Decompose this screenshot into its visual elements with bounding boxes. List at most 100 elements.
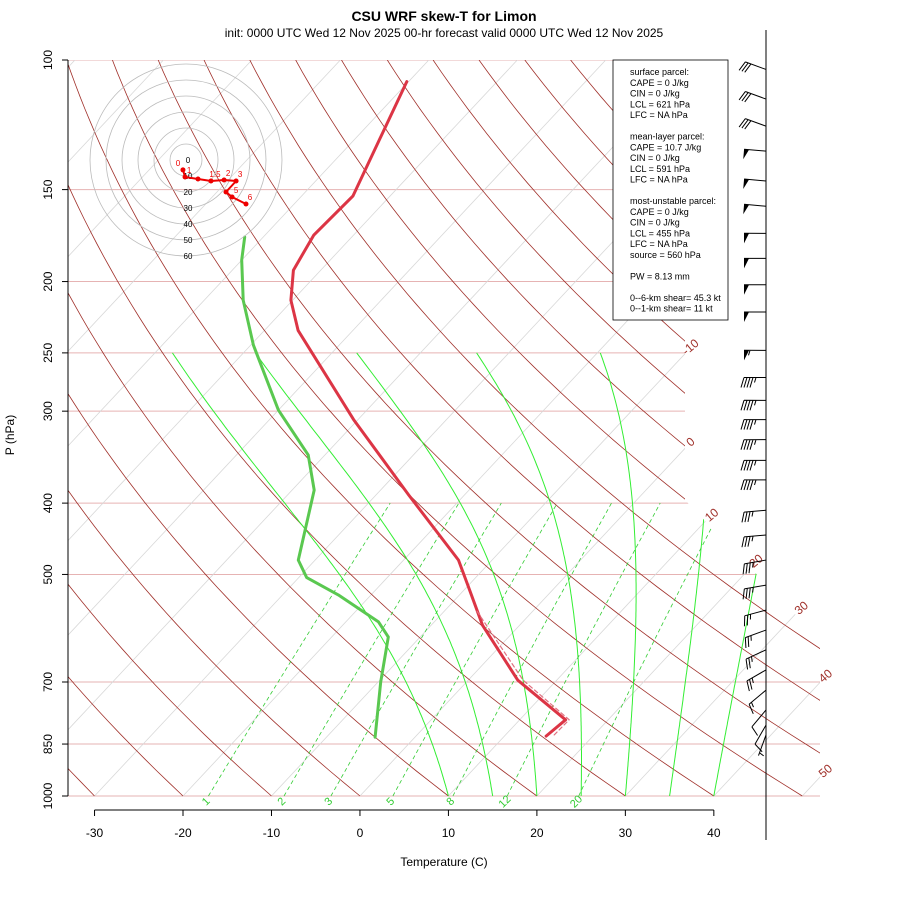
barb-lines <box>740 399 767 411</box>
barb-lines <box>741 534 767 548</box>
hodograph-label: 1.5 <box>209 170 221 179</box>
info-line: CIN = 0 J/kg <box>630 89 680 99</box>
barb-lines <box>740 376 767 388</box>
isotherm <box>182 60 820 797</box>
hodograph-point <box>229 194 235 200</box>
hodograph-ring <box>89 63 283 257</box>
isotherm-label: 0 <box>683 434 697 449</box>
x-tick-label: 40 <box>707 826 721 840</box>
wind-barb <box>741 509 767 523</box>
isotherm-label: 40 <box>816 666 835 686</box>
barb-lines <box>741 509 767 523</box>
hodograph-ring-label: 20 <box>184 188 193 197</box>
y-tick-label: 500 <box>41 564 55 584</box>
barb-lines <box>745 649 767 670</box>
hodograph-point <box>195 176 201 182</box>
wind-barb <box>748 689 767 715</box>
barb-pennant <box>744 350 749 361</box>
temperature-line <box>289 80 568 738</box>
hodograph-ring <box>137 111 235 209</box>
x-tick-label: 30 <box>619 826 633 840</box>
background-lines <box>68 60 820 797</box>
hodograph-label: 2 <box>226 169 231 178</box>
barb-lines <box>743 609 767 627</box>
info-line: LCL = 591 hPa <box>630 164 690 174</box>
wind-barb <box>740 399 767 411</box>
mixing-ratio-label: 2 <box>275 795 288 808</box>
mixing-ratio-line <box>452 502 612 797</box>
info-line: LFC = NA hPa <box>630 239 688 249</box>
dry-adiabat <box>707 60 820 797</box>
barb-lines <box>740 459 767 471</box>
mixing-ratio-line <box>330 502 502 797</box>
wind-barb <box>743 232 767 244</box>
wind-barb <box>740 419 767 430</box>
info-line: source = 560 hPa <box>630 250 701 260</box>
info-box <box>612 59 729 321</box>
barb-lines <box>738 118 767 130</box>
dry-adiabat <box>203 60 820 797</box>
y-axis-label: P (hPa) <box>3 415 17 455</box>
dry-adiabat <box>799 60 820 797</box>
barb-lines <box>740 479 767 491</box>
hodograph-ring <box>105 79 267 241</box>
barb-lines <box>740 419 767 430</box>
info-line: LFC = NA hPa <box>630 110 688 120</box>
y-tick-label: 100 <box>41 50 55 70</box>
y-tick-label: 1000 <box>41 782 55 809</box>
wind-barb <box>743 349 767 361</box>
isotherm <box>271 60 820 797</box>
x-tick-label: -30 <box>86 826 104 840</box>
dry-adiabat <box>249 60 820 797</box>
chart-title: CSU WRF skew-T for Limon <box>351 8 536 24</box>
isotherm <box>625 60 820 797</box>
isotherm-label: 50 <box>816 761 835 781</box>
info-line: CIN = 0 J/kg <box>630 153 680 163</box>
wind-barb <box>743 311 767 323</box>
info-line: most-unstable parcel: <box>630 196 716 206</box>
wind-barb <box>754 724 767 753</box>
x-axis-label: Temperature (C) <box>400 855 487 869</box>
parcel-line <box>475 609 570 736</box>
y-tick-label: 250 <box>41 343 55 363</box>
isotherm <box>68 60 695 797</box>
info-line: CAPE = 0 J/kg <box>630 78 689 88</box>
hodograph-ring-label: 0 <box>186 156 191 165</box>
dry-adiabat <box>295 60 820 797</box>
dry-adiabat <box>68 60 449 797</box>
info-line: mean-layer parcel: <box>630 132 705 142</box>
barb-lines <box>738 61 767 73</box>
mixing-ratio-label: 3 <box>322 795 335 808</box>
wind-barb <box>745 649 767 670</box>
x-tick-label: 0 <box>357 826 364 840</box>
dry-adiabat <box>112 60 803 797</box>
dry-adiabat <box>68 60 715 797</box>
moist-adiabat <box>356 352 538 797</box>
dry-adiabat <box>341 60 820 797</box>
y-tick-label: 200 <box>41 271 55 291</box>
hodograph-point <box>223 189 229 195</box>
info-line: LFC = NA hPa <box>630 175 688 185</box>
mixing-ratio-label: 1 <box>200 795 213 808</box>
hodograph-point <box>233 178 239 184</box>
dewpoint-line <box>240 235 390 739</box>
wind-barb <box>744 629 767 649</box>
info-line: surface parcel: <box>630 67 689 77</box>
x-tick-label: 20 <box>530 826 544 840</box>
info-line: PW = 8.13 mm <box>630 271 690 281</box>
wind-barb <box>740 439 767 450</box>
info-line: CAPE = 10.7 J/kg <box>630 142 701 152</box>
wind-barb <box>751 709 767 736</box>
barb-lines <box>738 91 767 103</box>
dry-adiabat <box>753 60 820 797</box>
y-tick-label: 150 <box>41 179 55 199</box>
barb-pennant <box>744 258 749 269</box>
barb-lines <box>744 178 767 182</box>
barb-pennant <box>743 149 750 160</box>
mixing-ratio-line <box>506 502 661 797</box>
dry-adiabat <box>478 60 820 797</box>
